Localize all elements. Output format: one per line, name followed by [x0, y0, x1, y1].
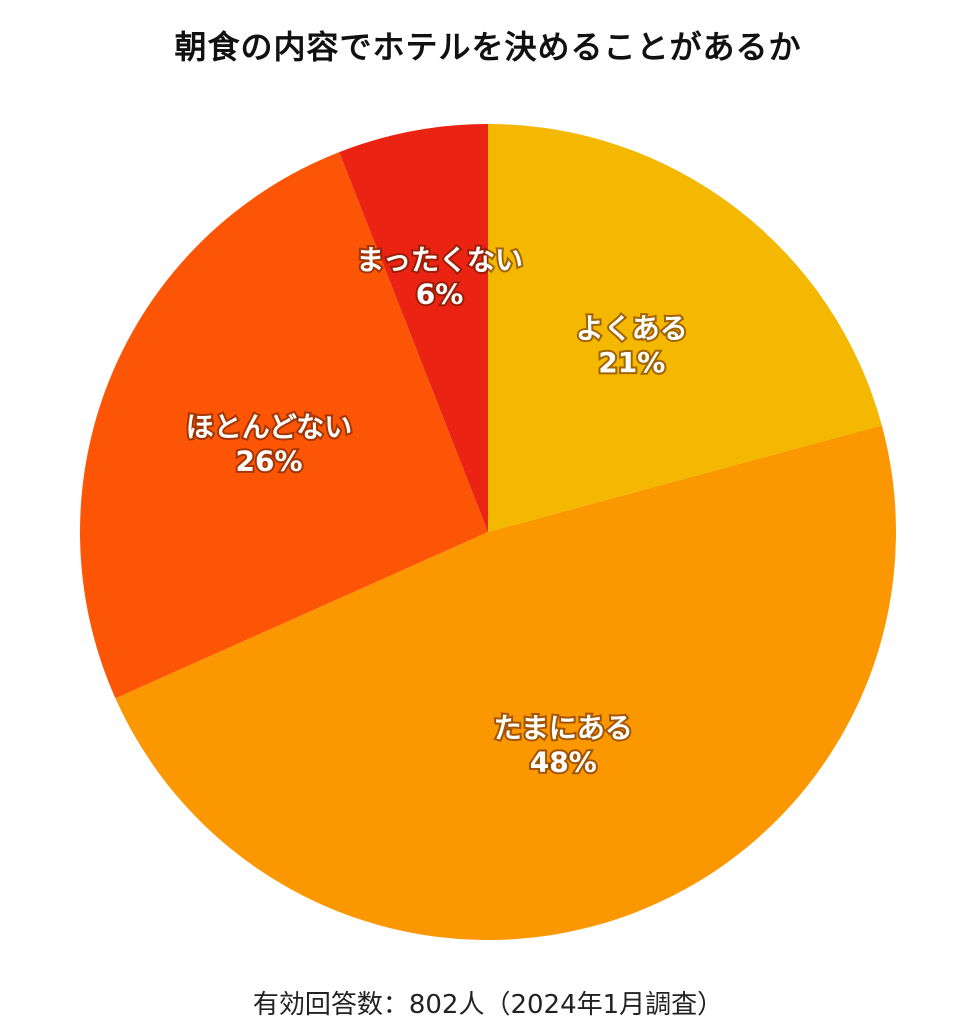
slice-often-category-label: よくある: [576, 312, 688, 345]
slice-never-value-label: 6%: [416, 277, 464, 310]
slice-sometimes-category-label: たまにある: [494, 711, 633, 744]
slice-never: [339, 124, 488, 532]
pie-slices: [80, 124, 897, 941]
slice-rarely-category-label: ほとんどない: [186, 410, 353, 443]
slice-often: [488, 124, 882, 532]
sample-size-note: 有効回答数：802人（2024年1月調査）: [252, 990, 724, 1020]
slice-never-category-label: まったくない: [356, 243, 523, 276]
slice-rarely-value-label: 26%: [236, 444, 303, 477]
slice-rarely: [80, 152, 488, 699]
slice-often-value-label: 21%: [598, 346, 665, 379]
slice-sometimes-value-label: 48%: [530, 745, 597, 778]
chart-title: 朝食の内容でホテルを決めることがあるか: [174, 28, 802, 66]
slice-sometimes: [115, 425, 897, 941]
